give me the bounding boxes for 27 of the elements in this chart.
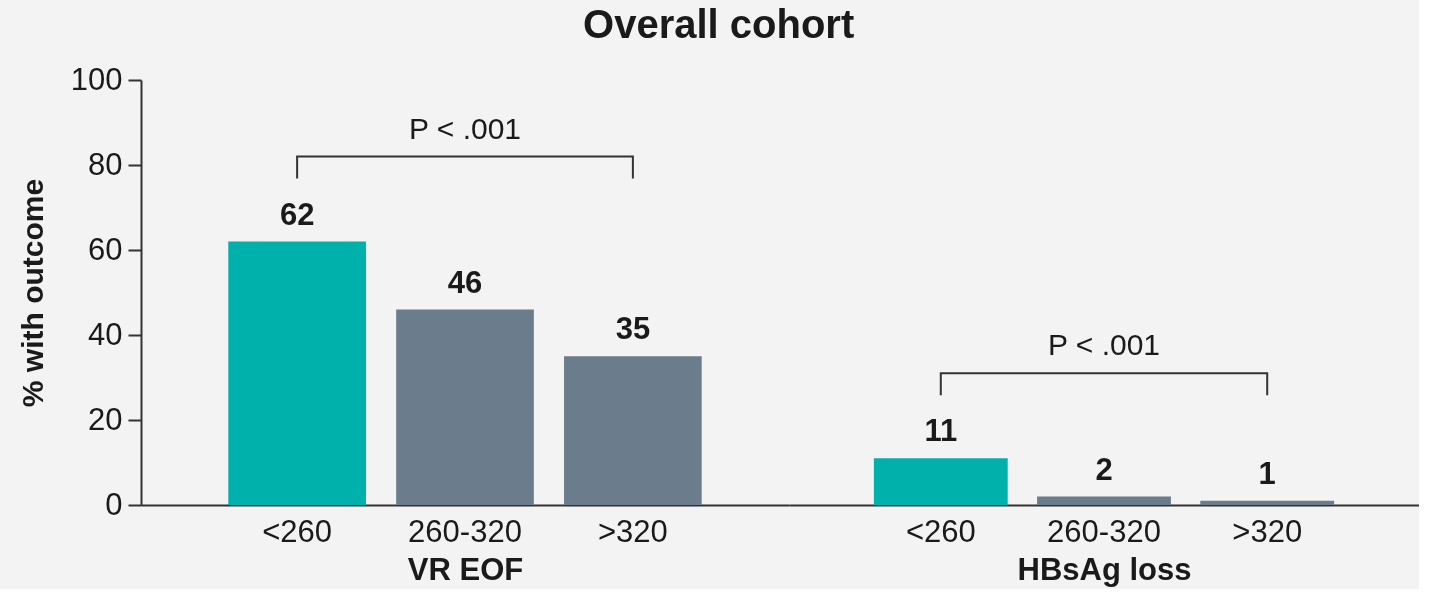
data-label: 1 — [1258, 455, 1276, 491]
x-tick-label: <260 — [905, 513, 976, 549]
x-tick-label: 260-320 — [1047, 513, 1161, 549]
bar — [396, 309, 534, 505]
data-label: 11 — [924, 413, 958, 449]
x-tick-label: >320 — [1232, 513, 1303, 549]
chart-title: Overall cohort — [583, 2, 855, 46]
data-label: 46 — [447, 264, 483, 300]
x-axis-title: VR EOF — [407, 551, 524, 587]
x-tick-label: 260-320 — [408, 513, 522, 549]
bar — [564, 356, 702, 505]
y-tick-label: 20 — [88, 401, 123, 437]
x-axis-title: HBsAg loss — [1017, 551, 1192, 587]
y-tick-label: 80 — [88, 146, 123, 182]
y-tick-label: 100 — [70, 61, 123, 97]
bar — [228, 241, 366, 505]
y-tick-label: 40 — [88, 316, 123, 352]
data-label: 35 — [615, 311, 651, 347]
y-tick-label: 60 — [88, 231, 123, 267]
data-label: 62 — [279, 196, 315, 232]
annotation: P < .001 — [408, 111, 522, 145]
data-label: 2 — [1095, 451, 1113, 487]
y-tick-label: 0 — [105, 486, 123, 522]
y-axis-title: % with outcome — [15, 178, 49, 408]
annotation: P < .001 — [1047, 328, 1161, 362]
x-tick-label: >320 — [597, 513, 668, 549]
x-tick-label: <260 — [262, 513, 333, 549]
